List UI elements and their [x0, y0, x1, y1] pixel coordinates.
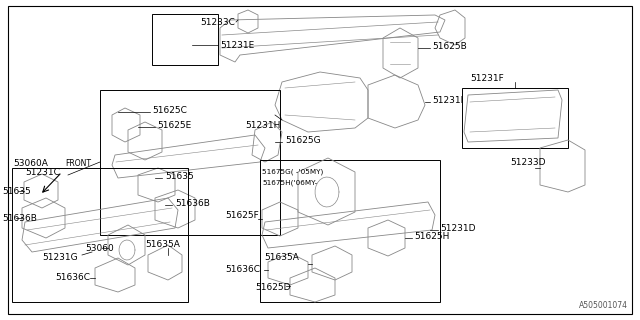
Text: 51675G( -'05MY): 51675G( -'05MY): [262, 169, 323, 175]
Text: 51625E: 51625E: [157, 121, 191, 130]
Text: 51233D: 51233D: [510, 157, 545, 166]
Text: 51625D: 51625D: [255, 284, 291, 292]
Bar: [100, 90, 280, 235]
Text: 53060: 53060: [85, 244, 114, 252]
Text: 51635: 51635: [2, 187, 31, 196]
Text: 51636B: 51636B: [2, 213, 37, 222]
Text: 51636C: 51636C: [55, 274, 90, 283]
Text: 51233C: 51233C: [200, 18, 235, 27]
Text: 51635A: 51635A: [145, 239, 180, 249]
Text: 51635: 51635: [165, 172, 194, 180]
Text: 51635A: 51635A: [264, 253, 299, 262]
Text: 51231H: 51231H: [245, 121, 280, 130]
Text: 51231F: 51231F: [470, 74, 504, 83]
Text: 51625C: 51625C: [152, 106, 187, 115]
Bar: [152, 14, 218, 65]
Bar: [12, 168, 188, 302]
Text: 51625G: 51625G: [285, 135, 321, 145]
Text: 51625H: 51625H: [414, 231, 449, 241]
Text: 51231I: 51231I: [432, 95, 463, 105]
Text: FRONT: FRONT: [65, 159, 91, 168]
Text: 51231D: 51231D: [440, 223, 476, 233]
Text: 51231E: 51231E: [220, 41, 254, 50]
Bar: [260, 160, 440, 302]
Text: 51636B: 51636B: [175, 198, 210, 207]
Text: A505001074: A505001074: [579, 301, 628, 310]
Text: 51231C: 51231C: [25, 167, 60, 177]
Text: 51675H('06MY-: 51675H('06MY-: [262, 180, 317, 186]
Text: 53060A: 53060A: [13, 158, 48, 167]
Text: 51625B: 51625B: [432, 42, 467, 51]
Bar: [462, 88, 568, 148]
Text: 51231G: 51231G: [42, 253, 77, 262]
Text: 51625F: 51625F: [225, 211, 259, 220]
Text: 51636C: 51636C: [225, 266, 260, 275]
